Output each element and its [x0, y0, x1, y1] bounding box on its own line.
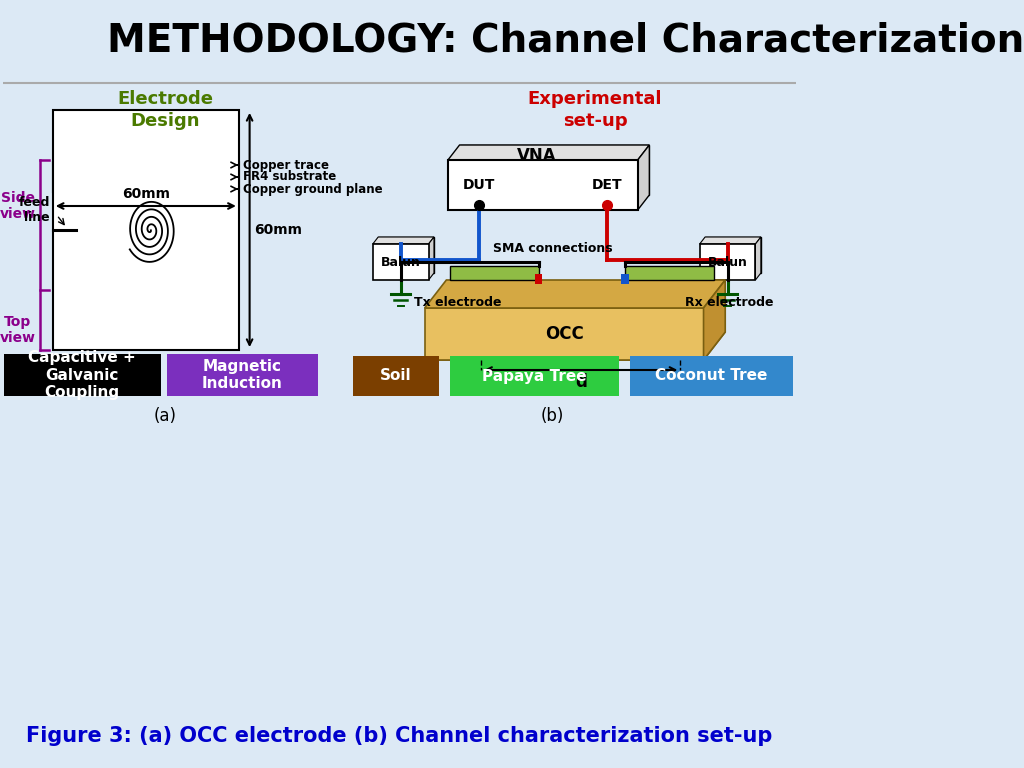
FancyBboxPatch shape	[425, 308, 703, 360]
Polygon shape	[425, 280, 725, 308]
Text: Soil: Soil	[380, 369, 412, 383]
Polygon shape	[429, 237, 434, 280]
FancyBboxPatch shape	[630, 356, 793, 396]
FancyBboxPatch shape	[451, 266, 540, 280]
Text: VNA: VNA	[517, 147, 557, 165]
FancyBboxPatch shape	[706, 237, 761, 273]
Polygon shape	[638, 145, 649, 210]
Text: Electrode
Design: Electrode Design	[117, 90, 213, 130]
Text: 60mm: 60mm	[254, 223, 302, 237]
FancyBboxPatch shape	[4, 354, 161, 396]
FancyBboxPatch shape	[699, 244, 756, 280]
Text: Capacitive +
Galvanic
Coupling: Capacitive + Galvanic Coupling	[29, 350, 136, 400]
Text: Papaya Tree: Papaya Tree	[482, 369, 587, 383]
Polygon shape	[373, 237, 434, 244]
Text: Coconut Tree: Coconut Tree	[655, 369, 767, 383]
Text: Tx electrode: Tx electrode	[415, 296, 502, 309]
Polygon shape	[756, 237, 761, 280]
Text: SMA connections: SMA connections	[493, 241, 612, 254]
FancyBboxPatch shape	[53, 162, 239, 192]
FancyBboxPatch shape	[373, 244, 429, 280]
Polygon shape	[425, 332, 725, 360]
FancyBboxPatch shape	[535, 274, 543, 284]
Text: Copper trace: Copper trace	[243, 158, 329, 171]
Text: Magnetic
Induction: Magnetic Induction	[202, 359, 283, 391]
Text: Balun: Balun	[708, 256, 748, 269]
FancyBboxPatch shape	[56, 161, 215, 168]
FancyBboxPatch shape	[53, 110, 239, 350]
Polygon shape	[447, 145, 649, 160]
Polygon shape	[703, 280, 725, 360]
Text: OCC: OCC	[545, 325, 584, 343]
Text: d: d	[574, 373, 587, 391]
Text: Side
view: Side view	[0, 191, 36, 221]
Text: feed
line: feed line	[18, 196, 50, 224]
FancyBboxPatch shape	[625, 266, 714, 280]
FancyBboxPatch shape	[447, 160, 638, 210]
Text: METHODOLOGY: Channel Characterization: METHODOLOGY: Channel Characterization	[108, 21, 1024, 59]
Text: Copper ground plane: Copper ground plane	[243, 183, 382, 196]
FancyBboxPatch shape	[451, 356, 620, 396]
Text: Experimental
set-up: Experimental set-up	[527, 90, 663, 130]
FancyBboxPatch shape	[352, 356, 439, 396]
Text: 60mm: 60mm	[122, 187, 170, 201]
Text: (a): (a)	[154, 407, 177, 425]
Text: Rx electrode: Rx electrode	[685, 296, 773, 309]
Text: Figure 3: (a) OCC electrode (b) Channel characterization set-up: Figure 3: (a) OCC electrode (b) Channel …	[26, 726, 772, 746]
Text: (b): (b)	[541, 407, 564, 425]
Text: FR4 substrate: FR4 substrate	[243, 170, 336, 184]
Text: Balun: Balun	[381, 256, 421, 269]
Text: DET: DET	[592, 178, 622, 192]
Polygon shape	[699, 237, 761, 244]
FancyBboxPatch shape	[378, 237, 434, 273]
FancyBboxPatch shape	[167, 354, 317, 396]
FancyBboxPatch shape	[460, 145, 649, 195]
Text: Top
view: Top view	[0, 315, 36, 345]
FancyBboxPatch shape	[56, 186, 234, 191]
FancyBboxPatch shape	[622, 274, 629, 284]
Text: DUT: DUT	[463, 178, 495, 192]
